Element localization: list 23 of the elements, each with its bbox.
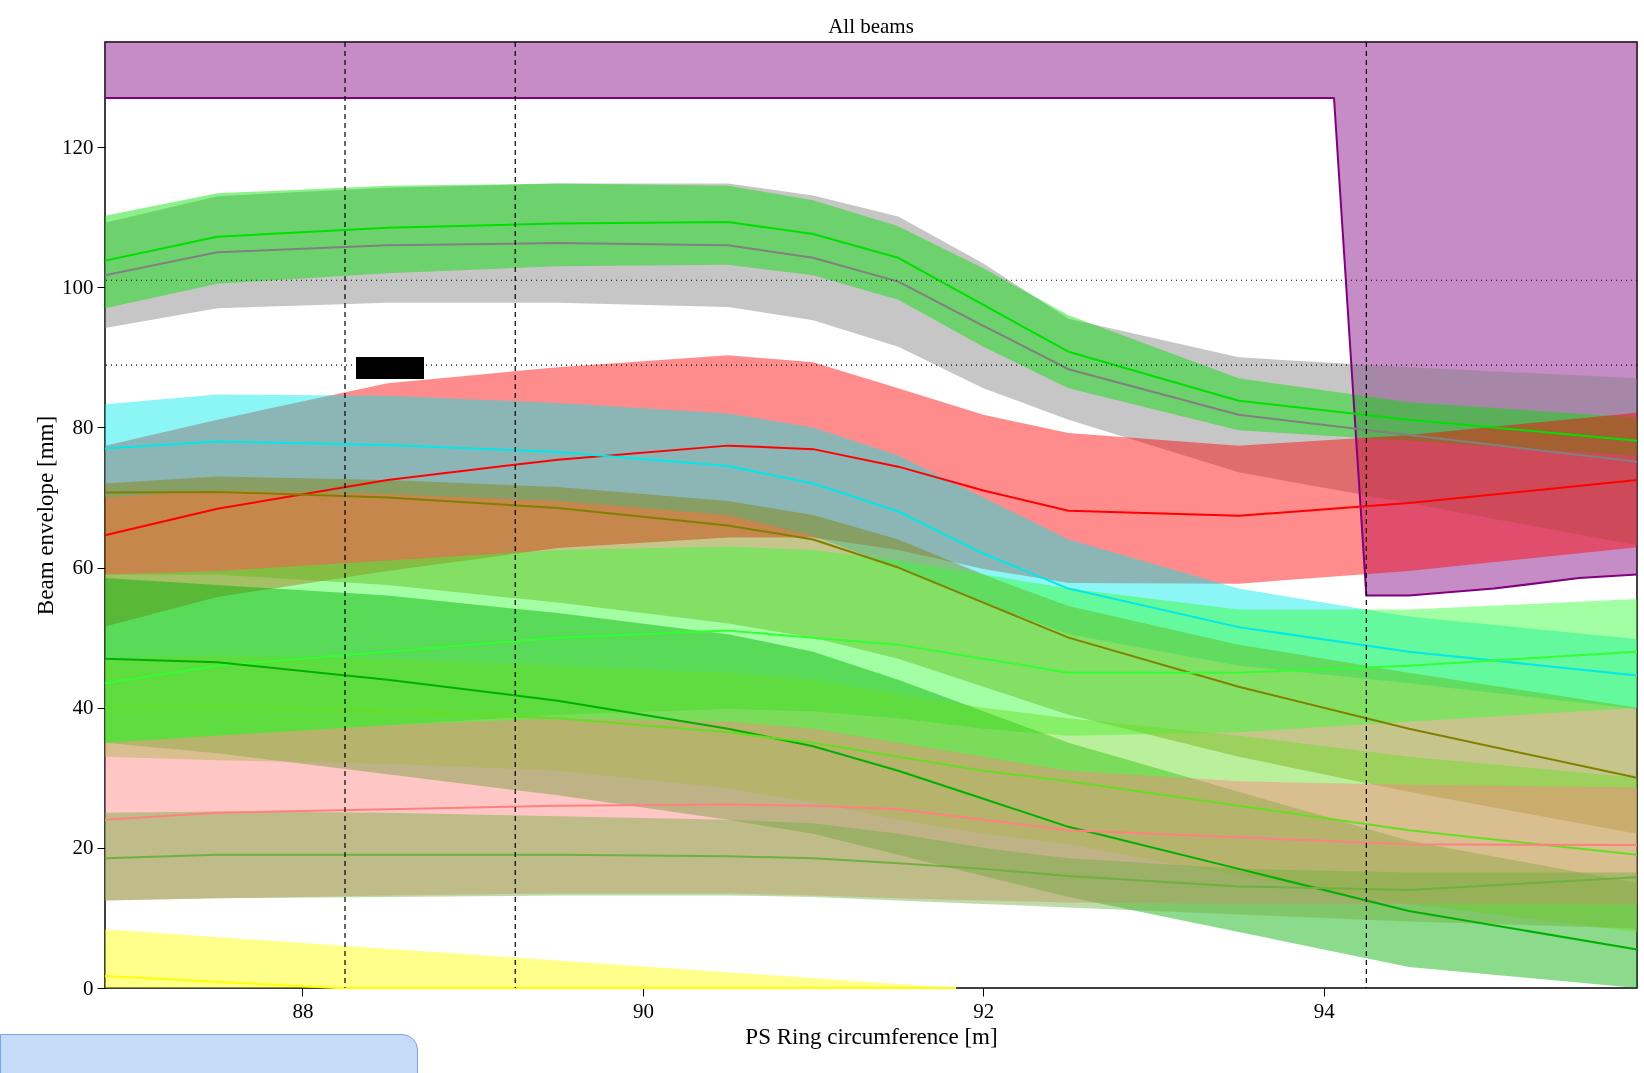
y-tick-label: 40 (72, 695, 94, 720)
y-tick-label: 20 (72, 835, 94, 860)
line-series (104, 705, 1638, 856)
chart-title: All beams (828, 14, 914, 39)
y-tick-label: 80 (72, 414, 94, 439)
x-tick-label: 90 (632, 998, 654, 1023)
y-tick-label: 60 (72, 555, 94, 580)
y-tick-label: 0 (83, 975, 94, 1000)
line-series (104, 242, 1638, 463)
y-tick-label: 100 (62, 274, 94, 299)
x-tick-label: 94 (1313, 998, 1336, 1023)
x-tick-label: 88 (292, 998, 314, 1023)
x-tick-label: 92 (973, 998, 995, 1023)
y-axis-title: Beam envelope [mm] (33, 415, 58, 616)
line-series (104, 803, 1638, 847)
line-series (104, 490, 1638, 779)
line-series (104, 221, 1638, 442)
line-series (104, 444, 1638, 537)
line-series (104, 629, 1638, 685)
y-tick-label: 120 (62, 134, 94, 159)
line-series (104, 440, 1638, 677)
x-axis-title: PS Ring circumference [m] (745, 1023, 998, 1049)
line-series (104, 853, 1638, 891)
